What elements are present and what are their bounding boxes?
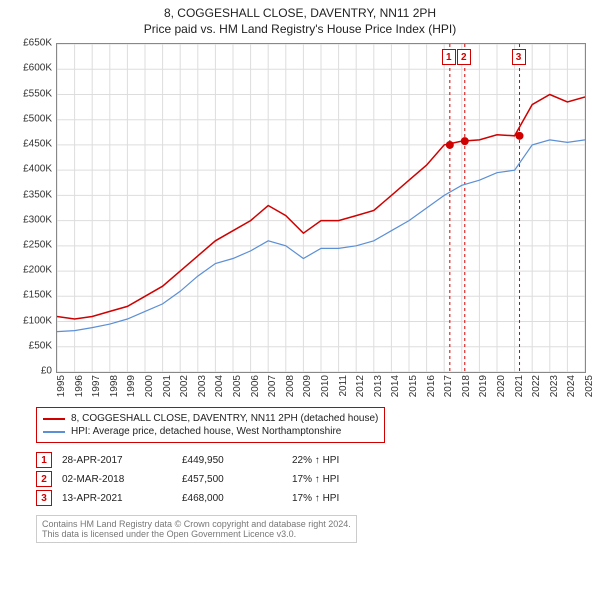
y-tick-label: £350K	[8, 189, 52, 200]
x-tick-label: 2017	[443, 375, 454, 405]
x-tick-label: 2025	[584, 375, 595, 405]
y-tick-label: £300K	[8, 214, 52, 225]
y-tick-label: £650K	[8, 38, 52, 49]
transaction-price: £449,950	[182, 455, 282, 466]
y-tick-label: £200K	[8, 265, 52, 276]
transaction-price: £468,000	[182, 493, 282, 504]
transaction-date: 28-APR-2017	[62, 455, 172, 466]
transaction-date: 13-APR-2021	[62, 493, 172, 504]
x-tick-label: 1996	[74, 375, 85, 405]
transaction-marker-3: 3	[512, 49, 526, 65]
chart-subtitle: Price paid vs. HM Land Registry's House …	[8, 22, 592, 38]
x-tick-label: 2008	[285, 375, 296, 405]
y-tick-label: £550K	[8, 88, 52, 99]
y-tick-label: £100K	[8, 315, 52, 326]
x-tick-label: 2013	[373, 375, 384, 405]
y-tick-label: £500K	[8, 113, 52, 124]
transaction-price: £457,500	[182, 474, 282, 485]
y-tick-label: £600K	[8, 63, 52, 74]
transaction-delta: 17% ↑ HPI	[292, 493, 382, 504]
plot-svg	[57, 44, 585, 372]
transaction-num: 2	[36, 471, 52, 487]
transaction-num: 3	[36, 490, 52, 506]
x-tick-label: 2019	[478, 375, 489, 405]
transaction-row: 3 13-APR-2021 £468,000 17% ↑ HPI	[36, 490, 592, 506]
x-tick-label: 2023	[549, 375, 560, 405]
x-tick-label: 2009	[302, 375, 313, 405]
y-tick-label: £0	[8, 366, 52, 377]
y-tick-label: £400K	[8, 164, 52, 175]
transaction-num: 1	[36, 452, 52, 468]
x-tick-label: 2014	[390, 375, 401, 405]
x-tick-label: 1999	[126, 375, 137, 405]
x-tick-label: 2022	[531, 375, 542, 405]
legend-item: HPI: Average price, detached house, West…	[43, 426, 378, 437]
legend-label: 8, COGGESHALL CLOSE, DAVENTRY, NN11 2PH …	[71, 413, 378, 424]
transaction-row: 2 02-MAR-2018 £457,500 17% ↑ HPI	[36, 471, 592, 487]
transaction-marker-2: 2	[457, 49, 471, 65]
x-tick-label: 2006	[250, 375, 261, 405]
x-tick-label: 2024	[566, 375, 577, 405]
y-tick-label: £250K	[8, 240, 52, 251]
x-tick-label: 2003	[197, 375, 208, 405]
x-tick-label: 2007	[267, 375, 278, 405]
x-tick-label: 2020	[496, 375, 507, 405]
chart-area: £0 £50K £100K £150K £200K £250K £300K £350K £400…	[8, 43, 592, 403]
legend-swatch	[43, 418, 65, 420]
x-tick-label: 2016	[426, 375, 437, 405]
transaction-date: 02-MAR-2018	[62, 474, 172, 485]
transaction-row: 1 28-APR-2017 £449,950 22% ↑ HPI	[36, 452, 592, 468]
transactions-table: 1 28-APR-2017 £449,950 22% ↑ HPI 2 02-MAR-201…	[36, 452, 592, 506]
x-tick-label: 2012	[355, 375, 366, 405]
x-tick-label: 2021	[514, 375, 525, 405]
x-tick-label: 2010	[320, 375, 331, 405]
footnote-line2: This data is licensed under the Open Gov…	[42, 529, 351, 539]
transaction-delta: 22% ↑ HPI	[292, 455, 382, 466]
x-tick-label: 2011	[338, 375, 349, 405]
x-tick-label: 2001	[162, 375, 173, 405]
x-tick-label: 2015	[408, 375, 419, 405]
footnote: Contains HM Land Registry data © Crown c…	[36, 515, 357, 543]
transaction-marker-1: 1	[442, 49, 456, 65]
x-tick-label: 1997	[91, 375, 102, 405]
chart-title: 8, COGGESHALL CLOSE, DAVENTRY, NN11 2PH	[8, 6, 592, 22]
x-tick-label: 1995	[56, 375, 67, 405]
y-tick-label: £450K	[8, 139, 52, 150]
transaction-delta: 17% ↑ HPI	[292, 474, 382, 485]
legend-item: 8, COGGESHALL CLOSE, DAVENTRY, NN11 2PH …	[43, 413, 378, 424]
footnote-line1: Contains HM Land Registry data © Crown c…	[42, 519, 351, 529]
legend-swatch	[43, 431, 65, 433]
y-tick-label: £50K	[8, 340, 52, 351]
x-tick-label: 2002	[179, 375, 190, 405]
legend: 8, COGGESHALL CLOSE, DAVENTRY, NN11 2PH …	[36, 407, 385, 443]
x-tick-label: 2000	[144, 375, 155, 405]
x-tick-label: 2005	[232, 375, 243, 405]
x-tick-label: 1998	[109, 375, 120, 405]
x-tick-label: 2018	[461, 375, 472, 405]
legend-label: HPI: Average price, detached house, West…	[71, 426, 341, 437]
y-tick-label: £150K	[8, 290, 52, 301]
x-tick-label: 2004	[214, 375, 225, 405]
plot	[56, 43, 586, 373]
